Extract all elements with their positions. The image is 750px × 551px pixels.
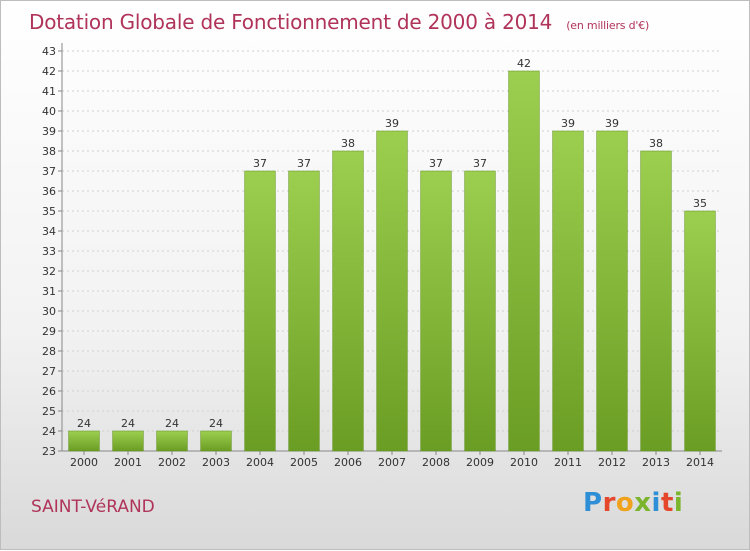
x-tick-label: 2012 xyxy=(598,456,626,469)
bar-value-label: 42 xyxy=(517,57,531,70)
bar[interactable] xyxy=(552,130,584,452)
bars xyxy=(68,70,716,452)
bar-value-label: 24 xyxy=(165,417,179,430)
bar[interactable] xyxy=(68,430,100,452)
y-tick-label: 28 xyxy=(42,345,56,358)
bar-value-label: 24 xyxy=(77,417,91,430)
y-tick-label: 35 xyxy=(42,205,56,218)
bar-value-label: 38 xyxy=(341,137,355,150)
y-tick-label: 43 xyxy=(42,45,56,58)
bar[interactable] xyxy=(244,170,276,452)
bar-value-label: 39 xyxy=(561,117,575,130)
x-tick-label: 2007 xyxy=(378,456,406,469)
bar[interactable] xyxy=(200,430,232,452)
y-tick-label: 30 xyxy=(42,305,56,318)
bar[interactable] xyxy=(376,130,408,452)
y-tick-label: 36 xyxy=(42,185,56,198)
x-tick-label: 2009 xyxy=(466,456,494,469)
y-tick-label: 41 xyxy=(42,85,56,98)
y-tick-label: 23 xyxy=(42,445,56,458)
commune-name: SAINT-VéRAND xyxy=(31,497,155,517)
x-tick-label: 2008 xyxy=(422,456,450,469)
bar-value-label: 39 xyxy=(605,117,619,130)
bar[interactable] xyxy=(640,150,672,452)
data-labels: 24 24 24 24 37 37 38 39 37 37 42 39 39 38 35 xyxy=(77,57,707,430)
y-tick-label: 27 xyxy=(42,365,56,378)
y-tick-label: 29 xyxy=(42,325,56,338)
bar-value-label: 24 xyxy=(121,417,135,430)
y-tick-label: 33 xyxy=(42,245,56,258)
x-tick-label: 2011 xyxy=(554,456,582,469)
logo-letter: t xyxy=(660,488,674,518)
y-tick-label: 38 xyxy=(42,145,56,158)
bar-value-label: 37 xyxy=(297,157,311,170)
y-tick-label: 37 xyxy=(42,165,56,178)
bar-value-label: 37 xyxy=(253,157,267,170)
bar[interactable] xyxy=(464,170,496,452)
logo-letter: i xyxy=(651,488,661,518)
logo-letter: r xyxy=(602,488,616,518)
y-tick-label: 25 xyxy=(42,405,56,418)
x-tick-label: 2014 xyxy=(686,456,714,469)
y-tick-label: 42 xyxy=(42,65,56,78)
y-tick-label: 24 xyxy=(42,425,56,438)
chart-title-text: Dotation Globale de Fonctionnement de 20… xyxy=(29,10,553,34)
x-tick-label: 2000 xyxy=(70,456,98,469)
bar[interactable] xyxy=(156,430,188,452)
x-tick-label: 2003 xyxy=(202,456,230,469)
logo-letter: o xyxy=(615,488,635,518)
chart-title: Dotation Globale de Fonctionnement de 20… xyxy=(29,10,649,34)
chart-subtitle: (en milliers d'€) xyxy=(566,19,650,32)
x-tick-label: 2005 xyxy=(290,456,318,469)
y-tick-label: 26 xyxy=(42,385,56,398)
logo-letter: x xyxy=(634,488,652,518)
bar[interactable] xyxy=(112,430,144,452)
x-tick-label: 2010 xyxy=(510,456,538,469)
x-tick-label: 2002 xyxy=(158,456,186,469)
bar-value-label: 24 xyxy=(209,417,223,430)
bar-value-label: 37 xyxy=(473,157,487,170)
x-tick-label: 2006 xyxy=(334,456,362,469)
x-tick-label: 2004 xyxy=(246,456,274,469)
y-tick-label: 39 xyxy=(42,125,56,138)
y-tick-label: 40 xyxy=(42,105,56,118)
bar-value-label: 39 xyxy=(385,117,399,130)
logo-letter: P xyxy=(583,488,603,518)
bar[interactable] xyxy=(684,210,716,452)
proxiti-logo[interactable]: Proxiti xyxy=(583,488,683,518)
x-tick-label: 2001 xyxy=(114,456,142,469)
bar-value-label: 35 xyxy=(693,197,707,210)
bar[interactable] xyxy=(596,130,628,452)
y-tick-label: 31 xyxy=(42,285,56,298)
y-tick-label: 32 xyxy=(42,265,56,278)
logo-letter: i xyxy=(673,488,684,518)
bar[interactable] xyxy=(332,150,364,452)
bar-value-label: 38 xyxy=(649,137,663,150)
bar[interactable] xyxy=(288,170,320,452)
bar[interactable] xyxy=(420,170,452,452)
x-tick-label: 2013 xyxy=(642,456,670,469)
bar-value-label: 37 xyxy=(429,157,443,170)
bar[interactable] xyxy=(508,70,540,452)
y-tick-label: 34 xyxy=(42,225,56,238)
